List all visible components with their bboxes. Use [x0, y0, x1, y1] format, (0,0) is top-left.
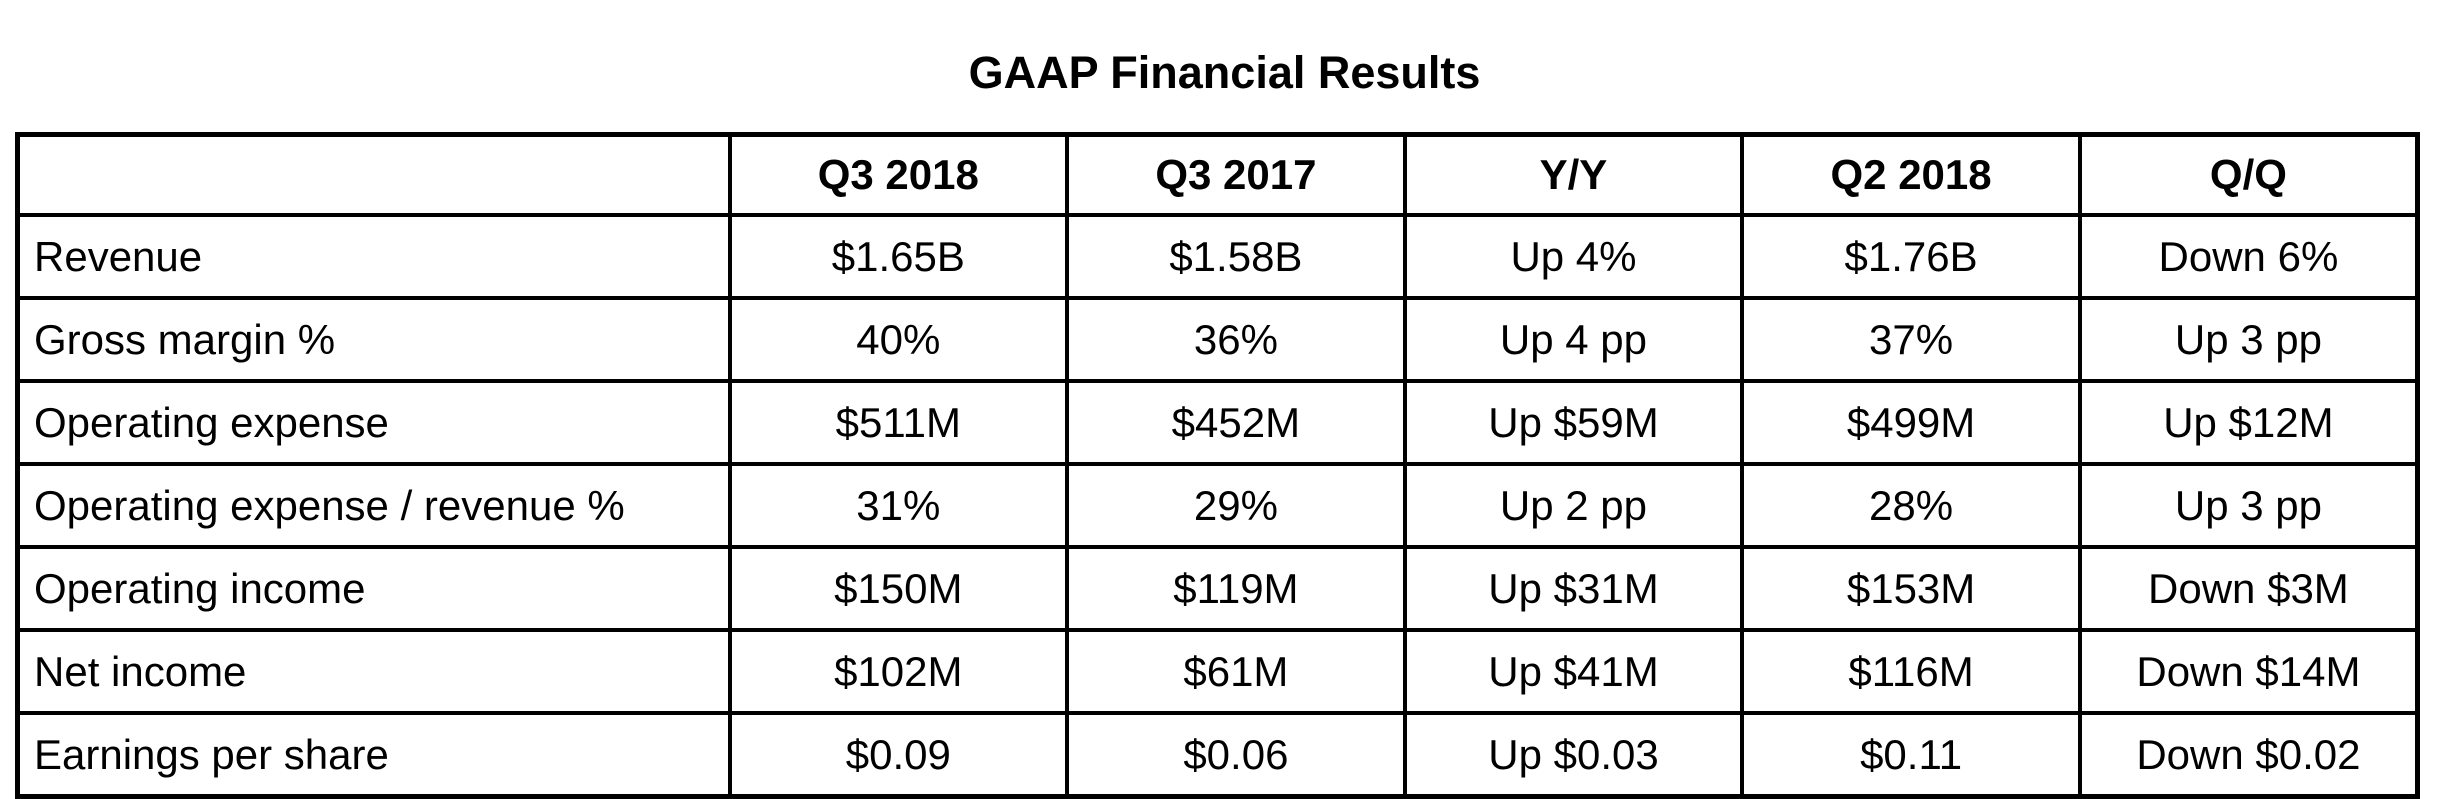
table-cell: $0.09	[727, 711, 1070, 799]
table-row: Operating expense $511M $452M Up $59M $4…	[15, 379, 2420, 466]
table-cell: $499M	[1740, 379, 2082, 466]
metric-label: Revenue	[15, 213, 732, 300]
metric-label: Operating expense / revenue %	[15, 462, 732, 549]
table-cell: $511M	[727, 379, 1070, 466]
table-cell: $61M	[1065, 628, 1407, 715]
table-cell: 31%	[727, 462, 1070, 549]
header-row: Q3 2018 Q3 2017 Y/Y Q2 2018 Q/Q	[15, 132, 2420, 217]
table-cell: $150M	[727, 545, 1070, 632]
table-cell: 40%	[727, 296, 1070, 383]
table-cell: 36%	[1065, 296, 1407, 383]
table-cell: Up $0.03	[1402, 711, 1745, 799]
table-cell: $119M	[1065, 545, 1407, 632]
header-cell-metric	[15, 132, 732, 217]
table-row: Gross margin % 40% 36% Up 4 pp 37% Up 3 …	[15, 296, 2420, 383]
header-cell-q3-2018: Q3 2018	[727, 132, 1070, 217]
table-cell: Up $31M	[1402, 545, 1745, 632]
table-header: Q3 2018 Q3 2017 Y/Y Q2 2018 Q/Q	[15, 132, 2420, 217]
table-cell: 29%	[1065, 462, 1407, 549]
table-cell: Down $0.02	[2077, 711, 2420, 799]
table-cell: Up 3 pp	[2077, 296, 2420, 383]
table-cell: Up $12M	[2077, 379, 2420, 466]
metric-label: Net income	[15, 628, 732, 715]
table-row: Operating expense / revenue % 31% 29% Up…	[15, 462, 2420, 549]
table-cell: 37%	[1740, 296, 2082, 383]
header-cell-q2-2018: Q2 2018	[1740, 132, 2082, 217]
metric-label: Operating expense	[15, 379, 732, 466]
gaap-results-table: Q3 2018 Q3 2017 Y/Y Q2 2018 Q/Q Revenue …	[15, 132, 2420, 799]
metric-label: Gross margin %	[15, 296, 732, 383]
table-cell: Down $14M	[2077, 628, 2420, 715]
table-cell: Up $41M	[1402, 628, 1745, 715]
table-title: GAAP Financial Results	[968, 47, 1481, 98]
header-cell-yy: Y/Y	[1402, 132, 1745, 217]
table-cell: $153M	[1740, 545, 2082, 632]
table-cell: Down 6%	[2077, 213, 2420, 300]
table-cell: $1.76B	[1740, 213, 2082, 300]
table-cell: 28%	[1740, 462, 2082, 549]
table-cell: Up 3 pp	[2077, 462, 2420, 549]
table-row: Operating income $150M $119M Up $31M $15…	[15, 545, 2420, 632]
table-cell: Down $3M	[2077, 545, 2420, 632]
table-cell: $102M	[727, 628, 1070, 715]
table-row: Revenue $1.65B $1.58B Up 4% $1.76B Down …	[15, 213, 2420, 300]
metric-label: Earnings per share	[15, 711, 732, 799]
metric-label: Operating income	[15, 545, 732, 632]
table-cell: $116M	[1740, 628, 2082, 715]
table-cell: $452M	[1065, 379, 1407, 466]
table-cell: Up 4%	[1402, 213, 1745, 300]
header-cell-q3-2017: Q3 2017	[1065, 132, 1407, 217]
table-cell: $1.65B	[727, 213, 1070, 300]
table-cell: $0.11	[1740, 711, 2082, 799]
table-cell: Up 4 pp	[1402, 296, 1745, 383]
table-body: Revenue $1.65B $1.58B Up 4% $1.76B Down …	[15, 213, 2420, 799]
table-cell: Up $59M	[1402, 379, 1745, 466]
table-cell: Up 2 pp	[1402, 462, 1745, 549]
table-cell: $0.06	[1065, 711, 1407, 799]
table-row: Net income $102M $61M Up $41M $116M Down…	[15, 628, 2420, 715]
table-row: Earnings per share $0.09 $0.06 Up $0.03 …	[15, 711, 2420, 799]
table-cell: $1.58B	[1065, 213, 1407, 300]
header-cell-qq: Q/Q	[2077, 132, 2420, 217]
